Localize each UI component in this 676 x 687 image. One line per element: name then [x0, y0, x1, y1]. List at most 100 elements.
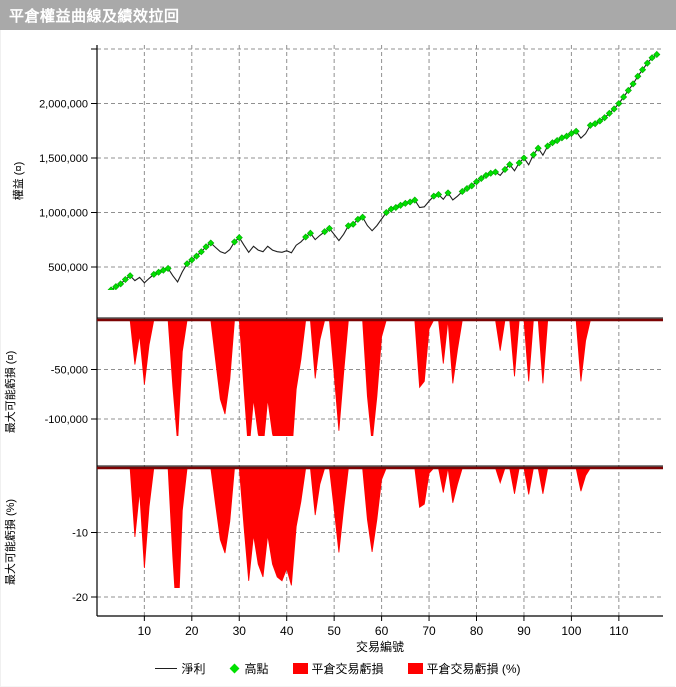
- legend-item-high-point: 高點: [229, 660, 269, 677]
- high-point-marker: [506, 161, 514, 169]
- high-point-marker: [458, 187, 466, 195]
- high-point-marker: [164, 264, 172, 272]
- performance-chart: 10 20 30 40 50 60 70 80 90 100 110 2,000,000 1,500,0…: [0, 30, 676, 657]
- high-point-marker: [392, 203, 400, 212]
- legend-item-trade-drawdown-pct: 平倉交易虧損 (%): [407, 660, 521, 677]
- trade-drawdown-box-icon: [292, 662, 308, 674]
- high-point-marker: [620, 93, 628, 101]
- high-point-marker: [563, 132, 571, 140]
- high-point-marker: [188, 256, 196, 264]
- x-tick-label: 80: [470, 624, 484, 638]
- legend-label: 淨利: [181, 661, 206, 676]
- high-point-marker: [643, 59, 651, 67]
- high-point-marker: [107, 286, 115, 290]
- high-point-marker: [117, 280, 125, 288]
- x-tick-label: 70: [422, 624, 436, 638]
- high-point-marker: [629, 80, 637, 88]
- high-point-marker: [183, 260, 191, 268]
- high-point-marker: [615, 99, 623, 108]
- x-tick-label: 30: [233, 624, 247, 638]
- high-point-marker: [406, 198, 414, 206]
- high-point-marker: [553, 137, 561, 145]
- high-point-marker: [235, 234, 243, 242]
- high-point-marker: [482, 171, 490, 179]
- high-point-marker: [520, 154, 528, 162]
- high-point-marker: [624, 86, 632, 94]
- trade-drawdown-pct-area: [101, 467, 657, 588]
- page-title: 平倉權益曲線及績效拉回: [9, 7, 180, 25]
- high-point-marker: [653, 50, 661, 58]
- drawdown-pct-panel: [101, 467, 657, 588]
- high-point-marker: [444, 189, 452, 197]
- high-point-marker: [397, 201, 405, 209]
- high-point-marker: [435, 190, 443, 199]
- high-point-marker: [601, 114, 609, 122]
- y-tick-label: 2,000,000: [39, 99, 88, 111]
- high-point-marker: [591, 120, 599, 128]
- high-point-marker: [202, 243, 210, 251]
- y-axis-title-equity: 權益 (¤): [11, 162, 25, 201]
- net-profit-line-icon: [155, 667, 178, 669]
- high-point-marker: [648, 54, 656, 62]
- legend: 淨利 高點 平倉交易虧損 平倉交易虧損 (%): [0, 657, 676, 679]
- equity-panel: [99, 50, 661, 305]
- legend-item-trade-drawdown: 平倉交易虧損: [292, 660, 384, 677]
- high-point-marker: [544, 142, 552, 150]
- x-tick-label: 40: [280, 624, 294, 638]
- high-point-marker: [472, 178, 481, 186]
- y-tick-label: 500,000: [48, 262, 88, 274]
- high-point-marker: [411, 196, 419, 204]
- high-point-marker: [150, 270, 158, 278]
- high-point-marker: [463, 184, 471, 193]
- high-point-marker: [349, 220, 357, 228]
- high-point-marker: [359, 213, 367, 221]
- legend-label: 高點: [244, 661, 269, 676]
- high-point-marker: [126, 272, 134, 280]
- y-axis-title-dd-pct: 最大可能虧損 (%): [3, 499, 17, 585]
- high-point-marker: [155, 268, 163, 276]
- high-point-marker: [634, 72, 642, 80]
- high-point-marker: [534, 144, 542, 152]
- high-point-marker: [99, 299, 105, 305]
- high-point-marker: [529, 151, 537, 159]
- x-tick-label: 10: [138, 624, 152, 638]
- high-point-marker: [321, 228, 329, 236]
- high-point-marker: [596, 117, 604, 125]
- high-point-marker: [567, 129, 575, 137]
- y-axis-title-dd-cash: 最大可能虧損 (¤): [3, 351, 17, 434]
- high-point-marker: [610, 105, 618, 113]
- legend-label: 平倉交易虧損: [311, 661, 384, 676]
- y-tick-label: -10: [72, 528, 88, 540]
- high-point-marker: [382, 208, 390, 217]
- high-point-marker: [477, 174, 485, 183]
- high-point-marker: [207, 239, 215, 247]
- high-point-marker: [197, 248, 205, 256]
- high-point-marker: [515, 159, 523, 167]
- chart-svg: 10 20 30 40 50 60 70 80 90 100 110 2,000,000 1,500,0…: [3, 45, 663, 654]
- high-point-marker: [468, 182, 476, 190]
- gridlines: [97, 45, 663, 616]
- high-point-marker: [501, 165, 509, 173]
- high-point-marker: [121, 276, 129, 284]
- high-point-marker: [193, 252, 201, 260]
- x-tick-label: 60: [375, 624, 389, 638]
- high-point-marker: [605, 109, 613, 117]
- x-tick-label: 100: [561, 624, 581, 638]
- trade-drawdown-pct-box-icon: [407, 662, 423, 674]
- high-point-diamond-icon: [230, 663, 240, 673]
- high-point-marker: [572, 127, 580, 135]
- high-point-marker: [639, 66, 647, 74]
- high-point-marker: [103, 292, 109, 298]
- legend-label: 平倉交易虧損 (%): [426, 661, 521, 676]
- x-tick-label: 50: [327, 624, 341, 638]
- tick-labels: 10 20 30 40 50 60 70 80 90 100 110 2,000,000 1,500,0…: [39, 99, 629, 639]
- trade-drawdown-area: [101, 319, 657, 436]
- y-tick-label: 1,000,000: [39, 208, 88, 220]
- legend-item-net-profit: 淨利: [155, 660, 205, 677]
- y-tick-label: 1,500,000: [39, 153, 88, 165]
- title-bar: 平倉權益曲線及績效拉回: [0, 0, 676, 30]
- high-point-marker: [302, 233, 310, 241]
- y-tick-label: -50,000: [51, 365, 88, 377]
- high-point-marker: [491, 168, 500, 176]
- drawdown-cash-panel: [101, 319, 657, 436]
